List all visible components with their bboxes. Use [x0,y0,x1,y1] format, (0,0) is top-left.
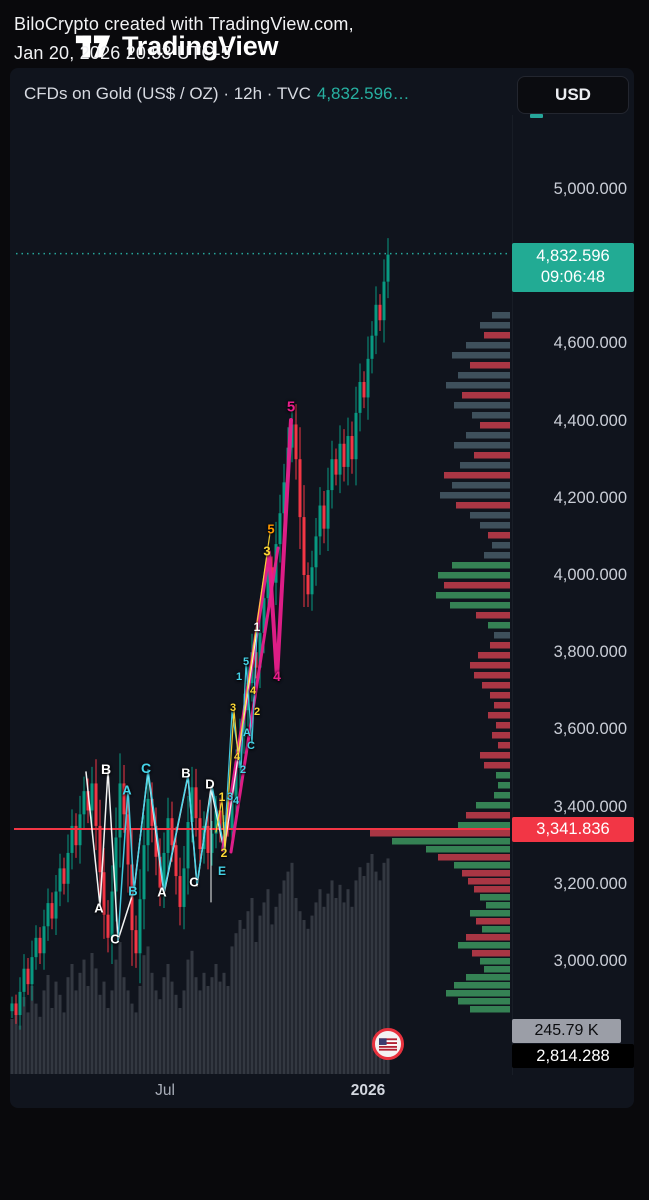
currency-button[interactable]: USD [517,76,629,114]
tradingview-logo-icon [75,35,111,58]
bar-countdown: 09:06:48 [540,268,606,287]
share-header: BiloCrypto created with TradingView.com,… [14,10,354,68]
price-tick-label: 4,400.000 [553,411,627,430]
time-tick-label: Jul [155,1082,175,1099]
current-price-value: 4,832.596 [536,247,610,266]
low-price-badge: 2,814.288 [512,1044,634,1068]
chart-panel [10,68,634,1108]
price-scale[interactable]: 5,000.000 4,600.000 4,400.000 4,200.000 4,00… [512,115,635,1075]
time-axis[interactable]: Jul 2026 [10,1078,634,1104]
price-tick-label: 3,400.000 [553,797,627,816]
symbol-title: CFDs on Gold (US$ / OZ) · 12h · TVC [24,84,311,103]
symbol-title-row[interactable]: CFDs on Gold (US$ / OZ) · 12h · TVC 4,832… [24,76,410,112]
price-tick-label: 3,800.000 [553,643,627,662]
live-price: 4,832.596… [316,84,410,103]
price-tick-label: 4,200.000 [553,488,627,507]
brand-wordmark: TradingView [122,30,279,61]
share-header-line2: Jan 20, 2026 20:53 UTC-5 [14,43,231,63]
scale-collapse-indicator [530,114,543,118]
price-tick-label: 3,200.000 [553,874,627,893]
price-tick-label: 5,000.000 [553,180,627,198]
price-tick-label: 4,000.000 [553,566,627,584]
price-tick-label: 3,000.000 [553,952,627,970]
price-tick-label: 4,600.000 [553,334,627,353]
time-tick-label: 2026 [350,1082,386,1099]
share-header-line1: BiloCrypto created with TradingView.com, [14,14,354,34]
us-flag-event-marker[interactable] [372,1028,404,1060]
us-flag-icon [379,1037,397,1051]
price-tick-label: 3,600.000 [553,720,627,739]
alert-price-badge[interactable]: 3,341.836 [512,817,634,843]
current-price-badge: 4,832.596 09:06:48 [512,242,634,292]
volume-value-badge: 245.79 K [512,1019,621,1043]
